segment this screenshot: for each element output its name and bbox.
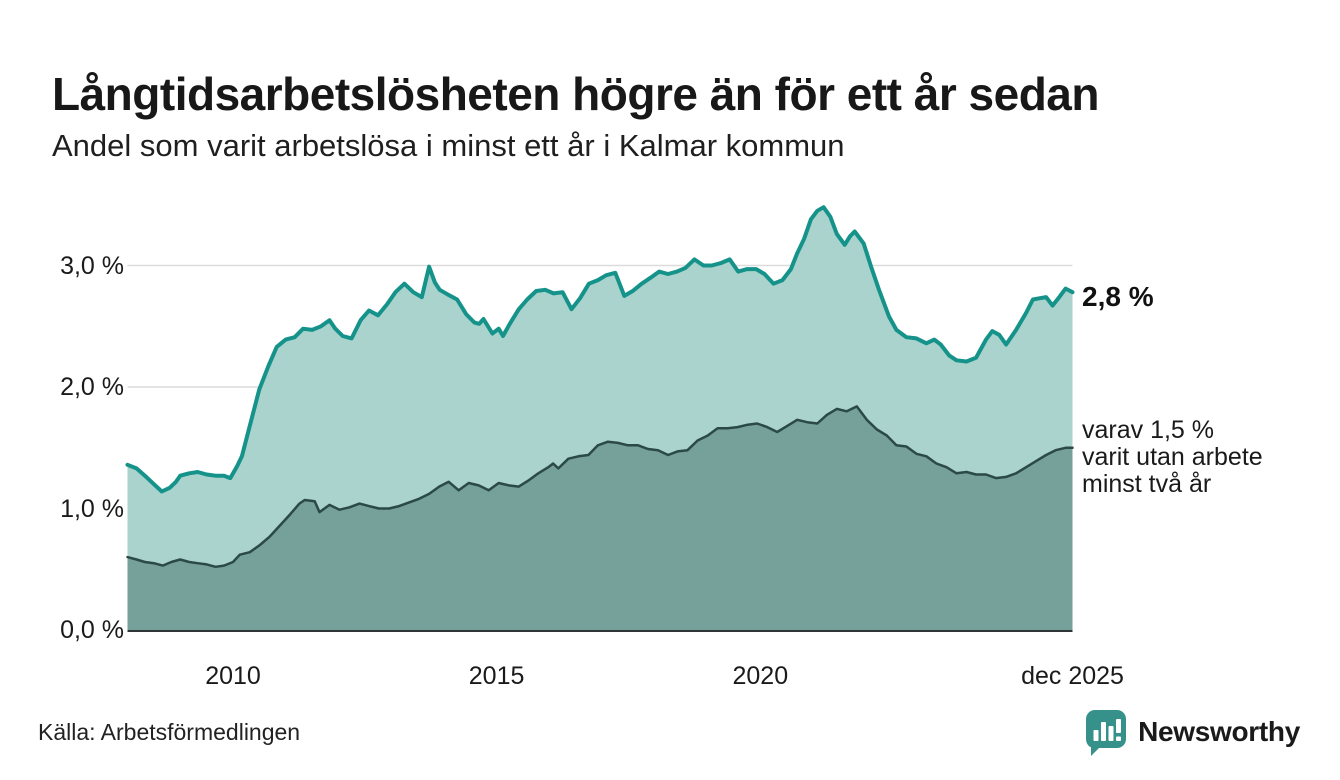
newsworthy-branding: Newsworthy: [1084, 708, 1300, 756]
y-axis-tick-label: 2,0 %: [60, 373, 124, 401]
newsworthy-logo-icon: [1086, 710, 1127, 756]
chart-subtitle: Andel som varit arbetslösa i minst ett å…: [52, 128, 845, 163]
x-axis-tick-label: dec 2025: [1021, 662, 1124, 690]
annotation-line-1: varav 1,5 %: [1082, 416, 1215, 444]
x-axis-tick-label: 2010: [205, 662, 261, 690]
chart-title: Långtidsarbetslösheten högre än för ett …: [52, 67, 1099, 120]
source-attribution: Källa: Arbetsförmedlingen: [38, 719, 301, 745]
newsworthy-wordmark: Newsworthy: [1138, 716, 1300, 747]
x-axis-tick-label: 2015: [468, 662, 525, 690]
y-axis-tick-label: 1,0 %: [60, 494, 124, 523]
annotation-line-2: varit utan arbete: [1082, 443, 1263, 471]
area-fill: [127, 406, 1073, 630]
secondary-series-annotation: varav 1,5 % varit utan arbete minst två …: [1082, 417, 1263, 498]
y-axis-tick-label: 0,0 %: [60, 616, 124, 644]
x-axis-tick-label: 2020: [732, 662, 789, 690]
series-line: [125, 205, 1075, 494]
annotation-line-3: minst två år: [1082, 470, 1212, 498]
y-axis-tick-label: 3,0 %: [60, 251, 124, 280]
series-line: [126, 405, 1074, 569]
series-end-value-label: 2,8 %: [1082, 281, 1154, 312]
